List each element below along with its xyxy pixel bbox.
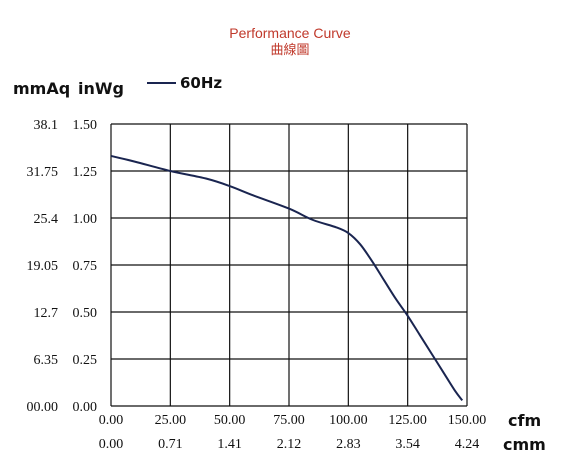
x-tick-label-cmm: 2.83 (336, 437, 361, 452)
y-tick-label-mmaq: 25.4 (34, 212, 59, 227)
y-ticks-right: 0.00 0.25 0.50 0.75 1.00 1.25 1.50 (73, 118, 98, 415)
y-tick-label-mmaq: 6.35 (34, 353, 59, 368)
series-line-60hz (110, 154, 464, 401)
x-tick-label-cmm: 3.54 (395, 437, 420, 452)
chart-title: Performance Curve (229, 25, 351, 41)
y-tick-label-inwg: 0.00 (73, 400, 98, 415)
x-unit-secondary: cmm (503, 435, 546, 454)
legend-label: 60Hz (180, 74, 222, 92)
series-group (110, 154, 464, 401)
y-tick-label-inwg: 0.25 (73, 353, 98, 368)
x-tick-label-cfm: 50.00 (214, 413, 246, 428)
y-unit-left: mmAq (13, 79, 70, 98)
x-tick-label-cfm: 0.00 (99, 413, 124, 428)
y-tick-label-inwg: 1.25 (73, 165, 98, 180)
y-ticks-left: 00.00 6.35 12.7 19.05 25.4 31.75 38.1 (27, 118, 59, 415)
x-tick-label-cfm: 25.00 (155, 413, 187, 428)
y-tick-label-mmaq: 19.05 (27, 259, 59, 274)
x-tick-label-cmm: 0.71 (158, 437, 183, 452)
y-tick-label-inwg: 1.00 (73, 212, 98, 227)
x-tick-label-cfm: 100.00 (329, 413, 368, 428)
x-tick-label-cmm: 4.24 (455, 437, 480, 452)
y-tick-label-mmaq: 38.1 (34, 118, 59, 133)
grid (110, 123, 468, 407)
x-ticks-cfm: 0.00 25.00 50.00 75.00 100.00 125.00 150.00 (99, 413, 487, 428)
x-unit-primary: cfm (508, 411, 541, 430)
x-tick-label-cfm: 125.00 (388, 413, 427, 428)
y-unit-right: inWg (78, 79, 124, 98)
x-tick-label-cmm: 2.12 (277, 437, 302, 452)
y-tick-label-mmaq: 00.00 (27, 400, 59, 415)
chart-subtitle: 曲線圖 (270, 42, 309, 57)
x-tick-label-cmm: 0.00 (99, 437, 124, 452)
x-ticks-cmm: 0.00 0.71 1.41 2.12 2.83 3.54 4.24 (99, 437, 480, 452)
y-tick-label-inwg: 1.50 (73, 118, 98, 133)
x-tick-label-cfm: 150.00 (448, 413, 487, 428)
y-tick-label-mmaq: 31.75 (27, 165, 59, 180)
y-tick-label-inwg: 0.75 (73, 259, 98, 274)
y-tick-label-inwg: 0.50 (73, 306, 98, 321)
x-tick-label-cfm: 75.00 (273, 413, 305, 428)
x-tick-label-cmm: 1.41 (217, 437, 242, 452)
y-tick-label-mmaq: 12.7 (34, 306, 59, 321)
